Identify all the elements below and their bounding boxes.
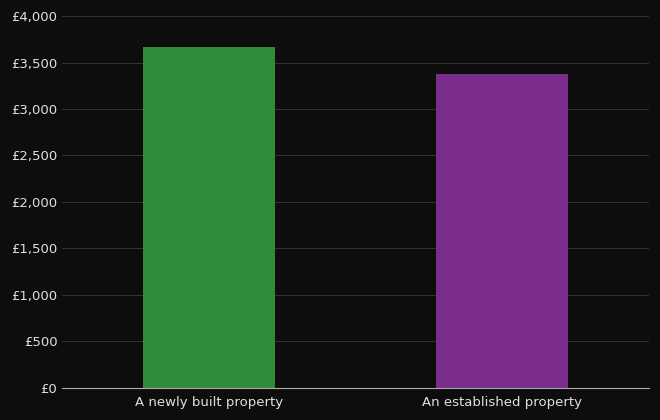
Bar	[436, 74, 568, 388]
Bar	[143, 47, 275, 388]
